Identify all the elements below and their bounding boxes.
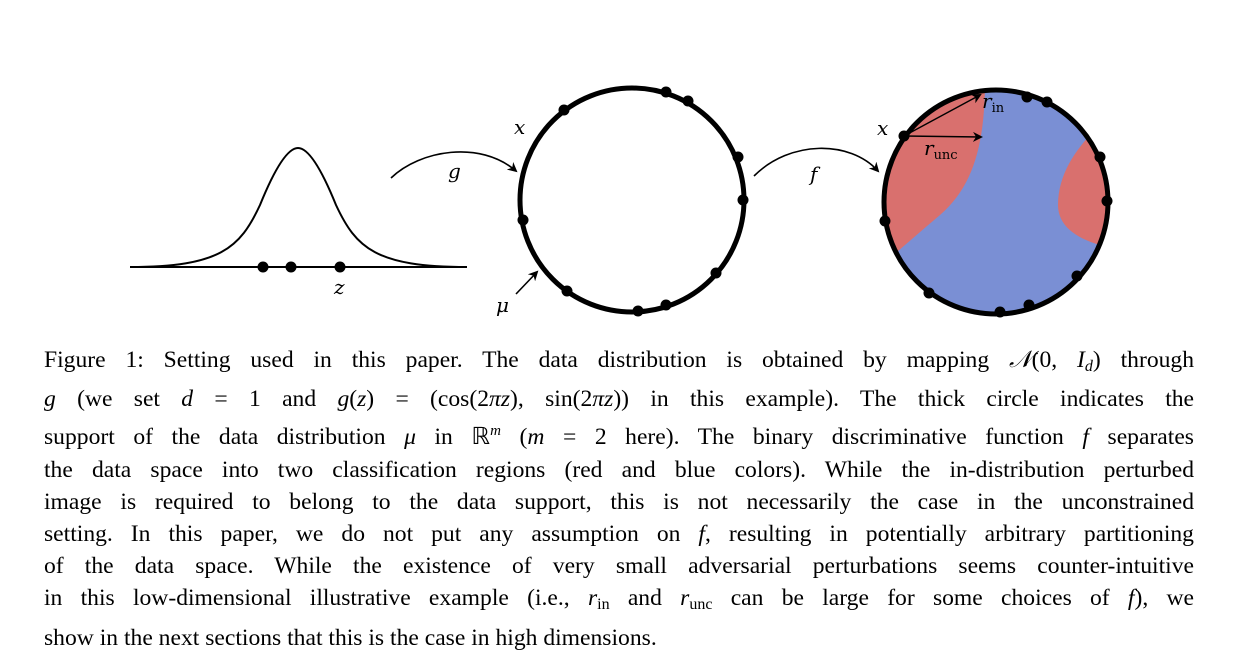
data-point [517,214,529,226]
caption-line: setting. In this paper, we do not put an… [44,521,1194,548]
mu-label: μ [496,293,509,317]
caption-line: support of the data distribution μ in ℝm… [44,423,1194,451]
caption-line: Figure 1: Setting used in this paper. Th… [44,347,1195,375]
data-point [710,267,722,279]
data-point [732,151,744,163]
data-support-circle [517,85,747,315]
data-point [682,95,694,107]
gaussian-panel: z [129,146,468,299]
data-point [994,306,1006,318]
data-point [1023,299,1035,311]
data-point [1094,151,1106,163]
sample-point [334,261,346,273]
gaussian-curve [129,146,468,268]
r-in-label: rin [982,89,1005,116]
r-unc-arrow [903,131,983,142]
data-point [1071,270,1083,282]
data-point [879,215,891,227]
figure-illustration: z g x μ f [129,85,1113,318]
caption-line: show in the next sections that this is t… [44,624,657,651]
g-label: g [448,159,461,183]
caption-line: in this low-dimensional illustrative exa… [44,585,1195,614]
sample-point [285,261,297,273]
sample-point [257,261,269,273]
caption-line: image is required to belong to the data … [44,488,1194,515]
caption-line: of the data space. While the existence o… [44,553,1194,580]
mapping-f-arrow: f [753,147,880,186]
caption-line: the data space into two classification r… [44,456,1194,483]
data-point [1041,96,1053,108]
data-point [1021,91,1033,103]
data-point [923,287,935,299]
mapping-g-arrow: g [390,151,518,183]
f-label: f [808,162,821,186]
data-point [1101,195,1113,207]
data-point [561,285,573,297]
data-point [660,86,672,98]
data-point [632,305,644,317]
r-in-arrow [903,94,982,137]
data-point [660,299,672,311]
data-support-circle-panel: x μ [496,85,749,317]
data-point [558,104,570,116]
r-unc-label: runc [924,136,958,163]
data-point [737,194,749,206]
mu-arrow [515,270,539,295]
figure-caption: Figure 1: Setting used in this paper. Th… [44,344,1194,654]
x-label-right: x [877,116,888,140]
z-label: z [333,275,345,299]
caption-line: g (we set d = 1 and g(z) = (cos(2πz), si… [44,386,1195,413]
x-label-middle: x [514,115,525,139]
classification-panel: x rin runc [877,87,1113,318]
